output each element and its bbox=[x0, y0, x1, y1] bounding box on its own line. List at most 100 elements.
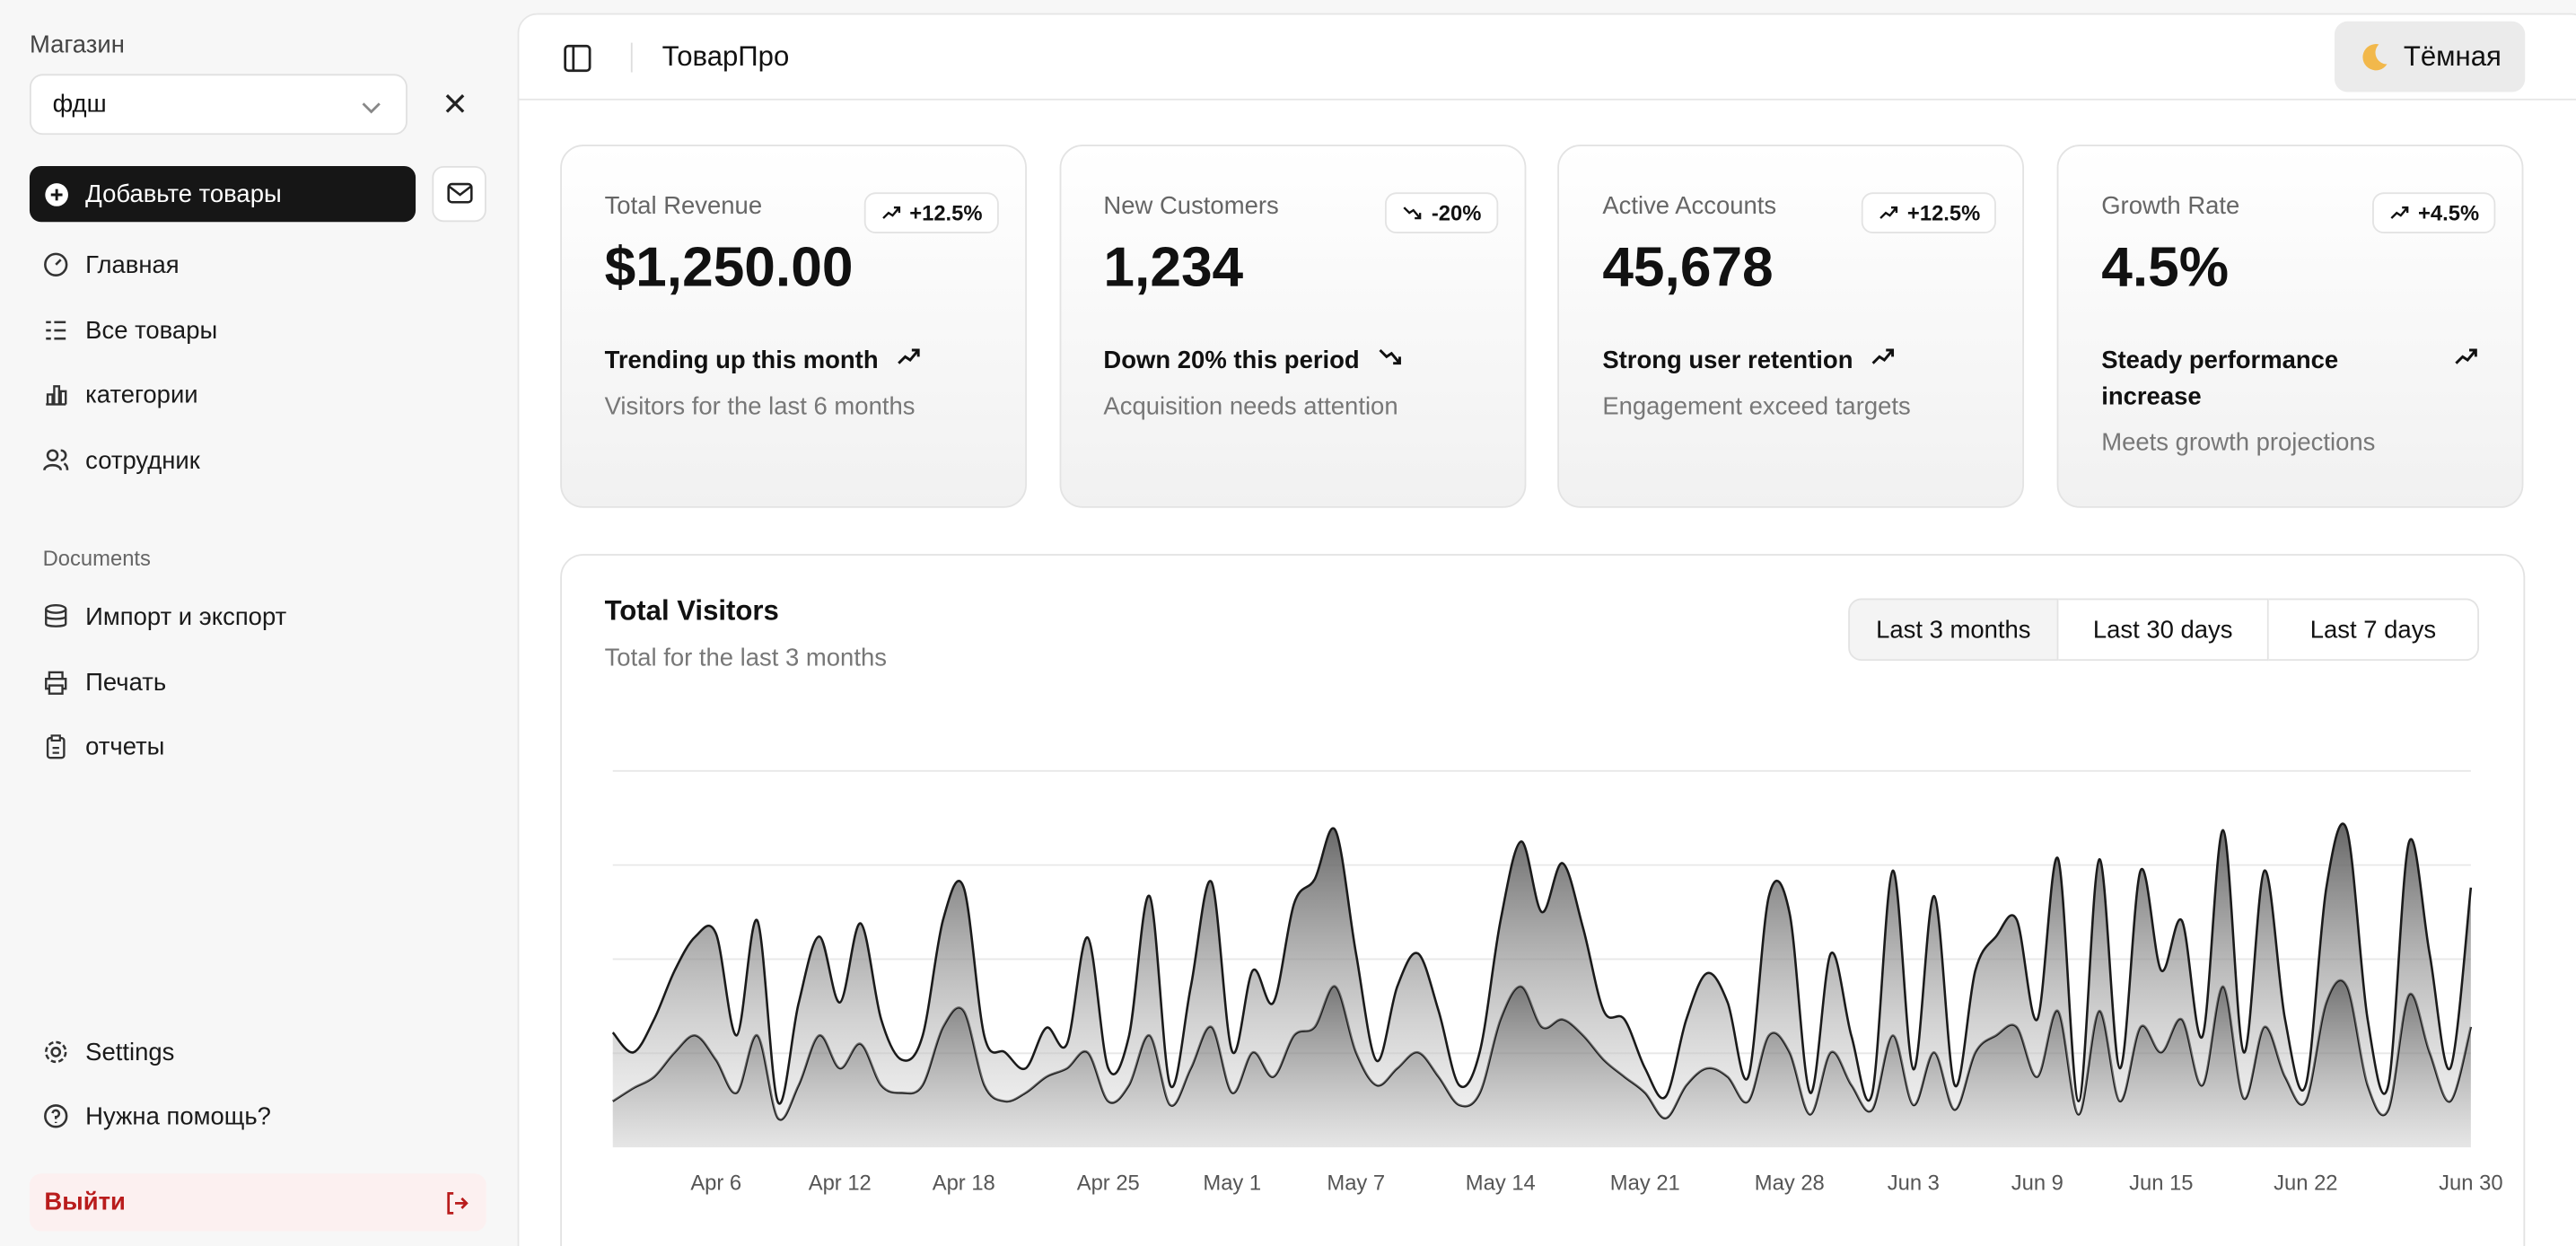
theme-label: Тёмная bbox=[2403, 39, 2502, 72]
icon bbox=[44, 1104, 68, 1128]
x-tick-label: Jun 30 bbox=[2439, 1171, 2502, 1196]
x-tick-label: Jun 3 bbox=[1888, 1171, 1940, 1196]
store-label: Магазин bbox=[29, 31, 125, 59]
nav-item[interactable]: Главная bbox=[30, 237, 417, 293]
area-fill bbox=[612, 823, 2471, 1120]
nav-item[interactable]: Нужна помощь? bbox=[30, 1088, 417, 1144]
stat-note: Visitors for the last 6 months bbox=[604, 392, 916, 421]
stat-note: Engagement exceed targets bbox=[1602, 392, 1911, 421]
logout-icon bbox=[447, 1192, 469, 1215]
logout-button[interactable]: Выйти bbox=[29, 1173, 486, 1232]
nav-label: Главная bbox=[85, 250, 180, 279]
badge-text: -20% bbox=[1431, 200, 1482, 225]
nav-item[interactable]: Импорт и экспорт bbox=[30, 589, 417, 645]
mail-icon bbox=[447, 182, 473, 204]
x-tick-label: Jun 15 bbox=[2129, 1171, 2193, 1196]
badge: +4.5% bbox=[2371, 192, 2496, 234]
chart-title: Total Visitors bbox=[604, 594, 779, 627]
icon bbox=[46, 320, 66, 340]
x-tick-label: Apr 18 bbox=[933, 1171, 995, 1196]
nav-item[interactable]: Печать bbox=[30, 654, 417, 710]
stat-note: Acquisition needs attention bbox=[1103, 392, 1398, 421]
stat-value: 45,678 bbox=[1602, 236, 1774, 300]
stat-label: New Customers bbox=[1103, 192, 1279, 221]
icon bbox=[46, 385, 67, 406]
store-select[interactable]: фдш bbox=[29, 74, 407, 136]
icon bbox=[2455, 348, 2477, 364]
x-tick-label: Apr 25 bbox=[1077, 1171, 1140, 1196]
range-option[interactable]: Last 7 days bbox=[2268, 598, 2480, 662]
trend-text: Steady performance increase bbox=[2101, 347, 2339, 411]
nav-item[interactable]: Settings bbox=[30, 1024, 417, 1080]
documents-title: Documents bbox=[42, 545, 151, 571]
separator bbox=[630, 42, 633, 73]
x-tick-label: Apr 12 bbox=[809, 1171, 872, 1196]
icon bbox=[43, 449, 69, 471]
plus-icon bbox=[45, 182, 68, 206]
trend-text: Strong user retention bbox=[1602, 347, 1853, 375]
x-tick-label: Jun 9 bbox=[2011, 1171, 2063, 1196]
stat-card: Growth Rate +4.5% 4.5% Steady performance i… bbox=[2056, 145, 2524, 508]
range-option[interactable]: Last 30 days bbox=[2058, 598, 2269, 662]
stat-value: 4.5% bbox=[2101, 236, 2230, 300]
icon bbox=[1378, 348, 1401, 365]
header-divider bbox=[519, 98, 2576, 101]
badge: +12.5% bbox=[1861, 192, 1997, 234]
stat-card: Total Revenue +12.5% $1,250.00 Trending up … bbox=[560, 145, 1027, 508]
icon bbox=[881, 206, 900, 219]
nav-label: Нужна помощь? bbox=[85, 1101, 271, 1130]
nav-label: Settings bbox=[85, 1038, 175, 1066]
x-tick-label: May 21 bbox=[1610, 1171, 1680, 1196]
logout-label: Выйти bbox=[44, 1188, 126, 1217]
badge-text: +12.5% bbox=[909, 200, 983, 225]
icon bbox=[46, 734, 66, 759]
icon bbox=[1404, 206, 1422, 220]
nav-label: Печать bbox=[85, 668, 167, 697]
app-title: ТоварПро bbox=[662, 40, 790, 73]
add-products-button[interactable]: Добавьте товары bbox=[29, 165, 416, 223]
stat-trend: Steady performance increase bbox=[2101, 344, 2479, 417]
stat-note: Meets growth projections bbox=[2101, 428, 2376, 458]
icon bbox=[44, 1040, 67, 1064]
badge-text: +12.5% bbox=[1906, 200, 1981, 225]
close-button[interactable] bbox=[442, 91, 468, 117]
stat-value: 1,234 bbox=[1103, 236, 1244, 300]
trend-text: Trending up this month bbox=[604, 347, 879, 375]
sidebar-toggle[interactable] bbox=[564, 44, 591, 73]
x-tick-label: May 14 bbox=[1466, 1171, 1536, 1196]
range-option[interactable]: Last 3 months bbox=[1848, 598, 2059, 662]
stat-card: New Customers -20% 1,234 Down 20% this peri… bbox=[1059, 145, 1526, 508]
nav-item[interactable]: Все товары bbox=[30, 303, 417, 358]
badge-text: +4.5% bbox=[2418, 200, 2480, 225]
mail-button[interactable] bbox=[432, 165, 486, 223]
stat-trend: Down 20% this period bbox=[1103, 344, 1481, 380]
nav-label: Импорт и экспорт bbox=[85, 602, 287, 631]
moon-icon bbox=[2362, 43, 2388, 70]
x-tick-label: May 28 bbox=[1755, 1171, 1825, 1196]
nav-label: Все товары bbox=[85, 316, 218, 345]
x-tick-label: May 1 bbox=[1203, 1171, 1261, 1196]
x-tick-label: Apr 6 bbox=[690, 1171, 741, 1196]
stat-value: $1,250.00 bbox=[604, 236, 854, 300]
theme-button[interactable]: Тёмная bbox=[2334, 21, 2526, 92]
nav-label: категории bbox=[85, 380, 198, 409]
badge: -20% bbox=[1385, 192, 1498, 234]
stat-card: Active Accounts +12.5% 45,678 Strong user r… bbox=[1557, 145, 2025, 508]
nav-label: сотрудник bbox=[85, 446, 200, 475]
nav-item[interactable]: категории bbox=[30, 366, 417, 422]
store-value: фдш bbox=[52, 90, 107, 118]
icon bbox=[2390, 206, 2409, 219]
icon bbox=[45, 604, 67, 627]
stat-label: Growth Rate bbox=[2101, 192, 2240, 221]
icon bbox=[1879, 206, 1897, 219]
trend-text: Down 20% this period bbox=[1103, 347, 1360, 375]
chevron bbox=[362, 102, 381, 114]
area-fill bbox=[612, 979, 2471, 1148]
nav-item[interactable]: отчеты bbox=[30, 718, 417, 774]
nav-item[interactable]: сотрудник bbox=[30, 433, 417, 488]
stat-label: Active Accounts bbox=[1602, 192, 1777, 221]
icon bbox=[45, 671, 67, 695]
badge: +12.5% bbox=[863, 192, 999, 234]
